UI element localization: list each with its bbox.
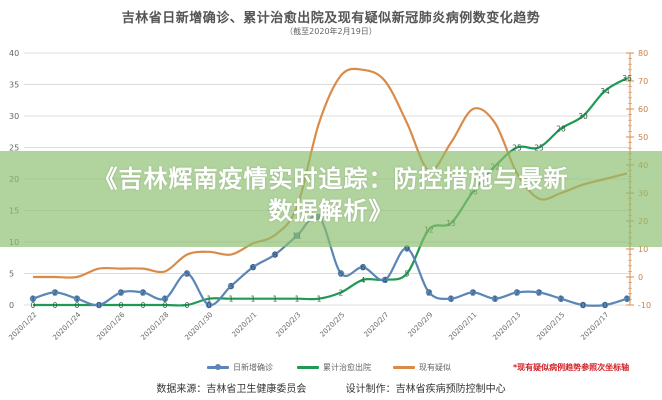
data-source: 数据来源：吉林省卫生健康委员会 xyxy=(156,384,307,395)
design-credit: 设计制作：吉林省疾病预防控制中心 xyxy=(345,384,506,395)
svg-text:80: 80 xyxy=(638,49,648,58)
svg-text:10: 10 xyxy=(638,245,648,254)
svg-text:0: 0 xyxy=(638,273,643,282)
svg-text:1: 1 xyxy=(295,295,300,304)
svg-text:2: 2 xyxy=(53,288,58,297)
x-axis: 2020/1/22 2020/1/24 2020/1/26 2020/1/28 2020… xyxy=(7,310,610,341)
chart-subtitle: （截至2020年2月19日） xyxy=(285,27,377,36)
svg-text:4: 4 xyxy=(361,276,366,285)
svg-text:1: 1 xyxy=(207,295,212,304)
svg-text:2: 2 xyxy=(537,288,542,297)
svg-text:70: 70 xyxy=(638,77,648,86)
svg-text:2020/2/5: 2020/2/5 xyxy=(319,311,347,339)
svg-text:2020/2/15: 2020/2/15 xyxy=(535,311,566,342)
svg-text:2020/1/30: 2020/1/30 xyxy=(183,311,214,342)
svg-text:2: 2 xyxy=(339,288,344,297)
svg-text:1: 1 xyxy=(31,295,36,304)
svg-text:2020/2/13: 2020/2/13 xyxy=(491,311,522,342)
svg-text:2: 2 xyxy=(471,288,476,297)
svg-text:25: 25 xyxy=(512,144,522,153)
svg-text:1: 1 xyxy=(493,295,498,304)
svg-text:2020/1/26: 2020/1/26 xyxy=(95,310,126,341)
svg-text:2020/1/28: 2020/1/28 xyxy=(139,311,170,342)
svg-text:2020/2/9: 2020/2/9 xyxy=(407,311,435,339)
svg-text:0: 0 xyxy=(163,301,168,310)
svg-text:0: 0 xyxy=(75,301,80,310)
svg-text:0: 0 xyxy=(185,301,190,310)
svg-text:0: 0 xyxy=(207,301,212,310)
svg-text:0: 0 xyxy=(141,301,146,310)
svg-text:3: 3 xyxy=(229,282,234,291)
chart-title: 吉林省日新增确诊、累计治愈出院及现有疑似新冠肺炎病例数变化趋势 xyxy=(121,11,541,26)
svg-text:4: 4 xyxy=(383,276,388,285)
svg-text:2: 2 xyxy=(515,288,520,297)
svg-text:-10: -10 xyxy=(638,301,651,310)
banner-line-2: 数据解析》 xyxy=(268,197,394,225)
line-marker-icon xyxy=(207,364,229,370)
svg-text:25: 25 xyxy=(9,144,19,153)
svg-text:2020/2/7: 2020/2/7 xyxy=(363,311,391,339)
svg-text:34: 34 xyxy=(600,87,610,96)
svg-text:30: 30 xyxy=(9,112,19,121)
svg-text:0: 0 xyxy=(97,301,102,310)
svg-text:6: 6 xyxy=(361,263,366,272)
svg-text:50: 50 xyxy=(638,133,648,142)
legend-item-daily-new: 日新增确诊 xyxy=(207,362,273,373)
svg-text:2020/1/24: 2020/1/24 xyxy=(51,310,82,341)
svg-text:9: 9 xyxy=(405,244,410,253)
svg-text:1: 1 xyxy=(251,295,256,304)
svg-text:2020/2/1: 2020/2/1 xyxy=(231,311,259,339)
svg-text:5: 5 xyxy=(339,270,344,279)
svg-text:60: 60 xyxy=(638,105,648,114)
svg-text:1: 1 xyxy=(317,295,322,304)
svg-text:1: 1 xyxy=(229,295,234,304)
svg-text:2: 2 xyxy=(427,288,432,297)
svg-text:40: 40 xyxy=(9,49,19,58)
svg-text:0: 0 xyxy=(119,301,124,310)
svg-text:1: 1 xyxy=(625,295,630,304)
title-banner-overlay xyxy=(0,151,662,247)
svg-text:35: 35 xyxy=(9,81,19,90)
axis-note: *现有疑似病例趋势参照次坐标轴 xyxy=(513,363,630,372)
banner-headline: 《吉林辉南疫情实时追踪：防控措施与最新 数据解析》 xyxy=(0,163,662,227)
svg-text:1: 1 xyxy=(75,295,80,304)
svg-text:30: 30 xyxy=(578,112,588,121)
legend-item-recovered: 累计治愈出院 xyxy=(297,362,371,373)
line-icon xyxy=(297,366,319,369)
svg-text:8: 8 xyxy=(273,251,278,260)
svg-text:36: 36 xyxy=(622,74,632,83)
svg-text:5: 5 xyxy=(405,270,410,279)
svg-text:2: 2 xyxy=(119,288,124,297)
svg-text:0: 0 xyxy=(581,301,586,310)
svg-text:5: 5 xyxy=(185,270,190,279)
svg-text:2020/2/3: 2020/2/3 xyxy=(275,311,303,339)
svg-text:6: 6 xyxy=(251,263,256,272)
svg-text:0: 0 xyxy=(603,301,608,310)
svg-text:1: 1 xyxy=(273,295,278,304)
svg-text:2020/2/17: 2020/2/17 xyxy=(579,311,610,342)
svg-text:0: 0 xyxy=(53,301,58,310)
svg-text:2020/2/11: 2020/2/11 xyxy=(447,311,478,342)
svg-text:25: 25 xyxy=(534,144,544,153)
banner-line-1: 《吉林辉南疫情实时追踪：防控措施与最新 xyxy=(93,165,569,193)
svg-text:1: 1 xyxy=(559,295,564,304)
footer: 数据来源：吉林省卫生健康委员会 设计制作：吉林省疾病预防控制中心 xyxy=(0,380,662,395)
svg-text:2: 2 xyxy=(141,288,146,297)
svg-text:0: 0 xyxy=(9,301,14,310)
svg-text:1: 1 xyxy=(449,295,454,304)
line-icon xyxy=(393,366,415,369)
legend-item-suspected: 现有疑似 xyxy=(393,362,451,373)
svg-text:5: 5 xyxy=(9,270,14,279)
svg-text:28: 28 xyxy=(556,125,566,134)
svg-text:1: 1 xyxy=(163,295,168,304)
svg-text:0: 0 xyxy=(31,301,36,310)
svg-text:2020/1/22: 2020/1/22 xyxy=(7,311,38,342)
